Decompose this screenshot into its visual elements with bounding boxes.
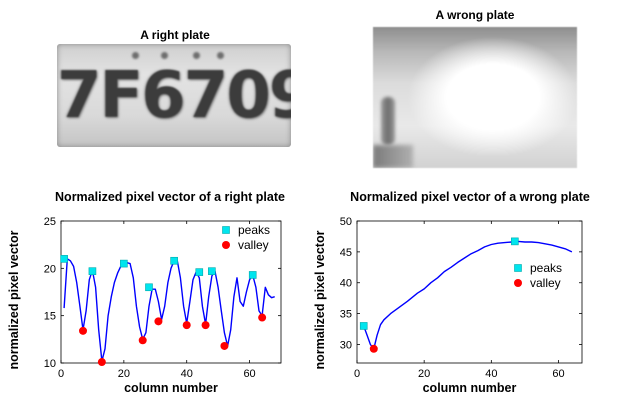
plate-studs xyxy=(57,52,291,62)
x-axis-label: column number xyxy=(423,381,517,395)
valley-marker xyxy=(201,321,210,330)
wrong-plate-image xyxy=(373,27,577,168)
legend-label-peaks: peaks xyxy=(238,223,270,237)
peak-marker xyxy=(120,259,128,268)
peak-marker xyxy=(170,256,178,265)
valley-marker xyxy=(138,336,147,345)
chart-title: Normalized pixel vector of a right plate xyxy=(55,190,285,204)
y-tick-label: 10 xyxy=(44,358,56,370)
chart-title: Normalized pixel vector of a wrong plate xyxy=(350,190,590,204)
y-tick-label: 30 xyxy=(340,339,352,351)
valley-marker xyxy=(154,317,163,326)
x-tick-label: 0 xyxy=(58,368,64,380)
x-tick-label: 0 xyxy=(354,368,360,380)
series-line xyxy=(363,240,573,350)
wrong-plate-title: A wrong plate xyxy=(435,8,515,22)
y-tick-label: 40 xyxy=(340,278,352,290)
legend-valley-swatch xyxy=(514,279,522,287)
legend-label-valley: valley xyxy=(530,276,561,290)
valley-marker xyxy=(220,341,229,350)
right-plate-image: 7F6709 xyxy=(57,44,291,147)
peak-marker xyxy=(208,267,216,275)
x-tick-label: 60 xyxy=(243,368,255,380)
peak-marker xyxy=(248,271,257,279)
valley-marker xyxy=(369,344,378,353)
peak-marker xyxy=(60,255,68,263)
peak-marker xyxy=(195,268,204,276)
peak-marker xyxy=(511,237,519,246)
y-tick-label: 15 xyxy=(44,311,56,323)
y-tick-label: 20 xyxy=(44,263,56,275)
y-tick-label: 50 xyxy=(340,216,352,228)
x-axis-label: column number xyxy=(124,381,218,395)
right-plate-characters: 7F6709 xyxy=(57,59,291,133)
legend-valley-swatch xyxy=(222,241,230,249)
legend-label-peaks: peaks xyxy=(530,261,562,275)
legend-label-valley: valley xyxy=(238,238,269,252)
y-axis-label: normalized pixel vector xyxy=(7,230,21,369)
series-line xyxy=(63,258,275,362)
y-tick-label: 25 xyxy=(44,216,56,228)
x-tick-label: 20 xyxy=(418,368,430,380)
y-axis-label: normalized pixel vector xyxy=(313,230,327,369)
peak-marker xyxy=(359,322,368,330)
valley-marker xyxy=(79,326,87,335)
legend-peak-swatch xyxy=(514,264,522,272)
peak-marker xyxy=(145,283,153,292)
x-tick-label: 20 xyxy=(118,368,130,380)
plot-frame xyxy=(60,220,282,364)
y-tick-label: 45 xyxy=(340,247,352,259)
peak-marker xyxy=(88,267,97,275)
valley-marker xyxy=(97,358,106,367)
x-tick-label: 60 xyxy=(552,368,564,380)
y-tick-label: 35 xyxy=(340,309,352,321)
right-plate-title: A right plate xyxy=(140,28,210,42)
valley-marker xyxy=(182,321,191,330)
legend-peak-swatch xyxy=(222,226,230,234)
valley-marker xyxy=(258,313,267,322)
x-tick-label: 40 xyxy=(485,368,497,380)
plot-frame xyxy=(356,220,583,364)
x-tick-label: 40 xyxy=(181,368,193,380)
